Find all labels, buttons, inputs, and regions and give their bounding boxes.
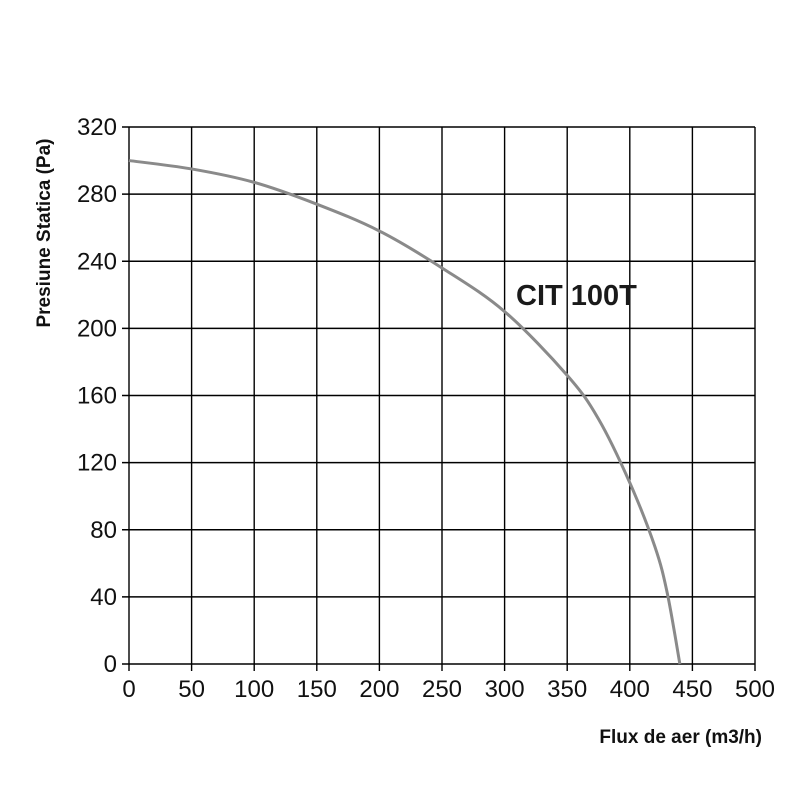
x-tick-label: 400 [610,676,650,703]
x-tick-label: 450 [672,676,712,703]
y-tick-label: 80 [90,517,117,544]
y-tick-label: 280 [77,181,117,208]
grid [122,126,756,671]
y-tick-label: 120 [77,450,117,477]
y-axis-ticks: 0 40 80 120 160 200 240 280 320 [77,114,117,678]
x-tick-label: 150 [297,676,337,703]
series-layer [128,159,682,665]
x-tick-label: 300 [485,676,525,703]
x-tick-label: 500 [735,676,775,703]
y-axis-title: Presiune Statica (Pa) [34,138,55,327]
x-tick-label: 100 [234,676,274,703]
x-tick-label: 250 [422,676,462,703]
y-tick-label: 320 [77,114,117,141]
series-label-cit-100t: CIT 100T [516,280,637,312]
y-tick-label: 200 [77,315,117,342]
series-line-cit-100t [128,159,682,665]
x-tick-label: 350 [547,676,587,703]
x-axis-ticks: 0 50 100 150 200 250 300 350 400 450 500 [122,676,775,703]
x-tick-label: 0 [122,676,135,703]
x-tick-label: 50 [178,676,205,703]
x-axis-title: Flux de aer (m3/h) [599,727,762,748]
y-tick-label: 40 [90,584,117,611]
y-tick-label: 240 [77,248,117,275]
y-tick-label: 0 [104,651,117,678]
y-tick-label: 160 [77,383,117,410]
x-tick-label: 200 [359,676,399,703]
